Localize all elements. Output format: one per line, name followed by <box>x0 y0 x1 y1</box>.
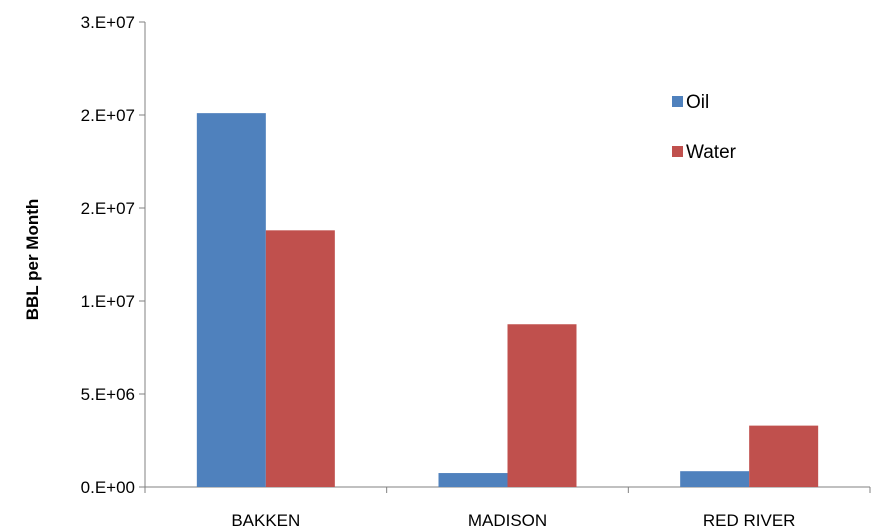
y-tick-label: 3.E+07 <box>81 13 135 32</box>
bar-oil-bakken <box>196 113 266 487</box>
y-tick-label: 2.E+07 <box>81 199 135 218</box>
legend-swatch <box>672 96 683 107</box>
legend-label: Water <box>686 142 737 163</box>
y-tick-label: 2.E+07 <box>81 106 135 125</box>
x-axis-ticks <box>144 487 871 493</box>
y-tick-label: 1.E+07 <box>81 292 135 311</box>
legend: Oil Water <box>672 92 737 163</box>
bar-water-bakken <box>265 230 335 487</box>
legend-label: Oil <box>686 92 709 113</box>
bar-oil-red-river <box>680 471 750 487</box>
bar-water-red-river <box>749 425 819 487</box>
y-tick-label: 5.E+06 <box>81 385 135 404</box>
bar-water-madison <box>507 324 577 487</box>
category-labels: BAKKEN MADISON RED RIVER <box>231 511 795 530</box>
x-category-label: BAKKEN <box>231 511 300 530</box>
y-axis-title: BBL per Month <box>23 199 42 321</box>
x-category-label: RED RIVER <box>703 511 796 530</box>
y-tick-label: 0.E+00 <box>81 478 135 497</box>
legend-swatch <box>672 146 683 157</box>
bar-oil-madison <box>438 473 508 487</box>
y-axis-ticks: 0.E+00 5.E+06 1.E+07 2.E+07 2.E+07 3.E+07 <box>81 13 145 497</box>
bar-series <box>196 113 819 487</box>
x-category-label: MADISON <box>468 511 547 530</box>
